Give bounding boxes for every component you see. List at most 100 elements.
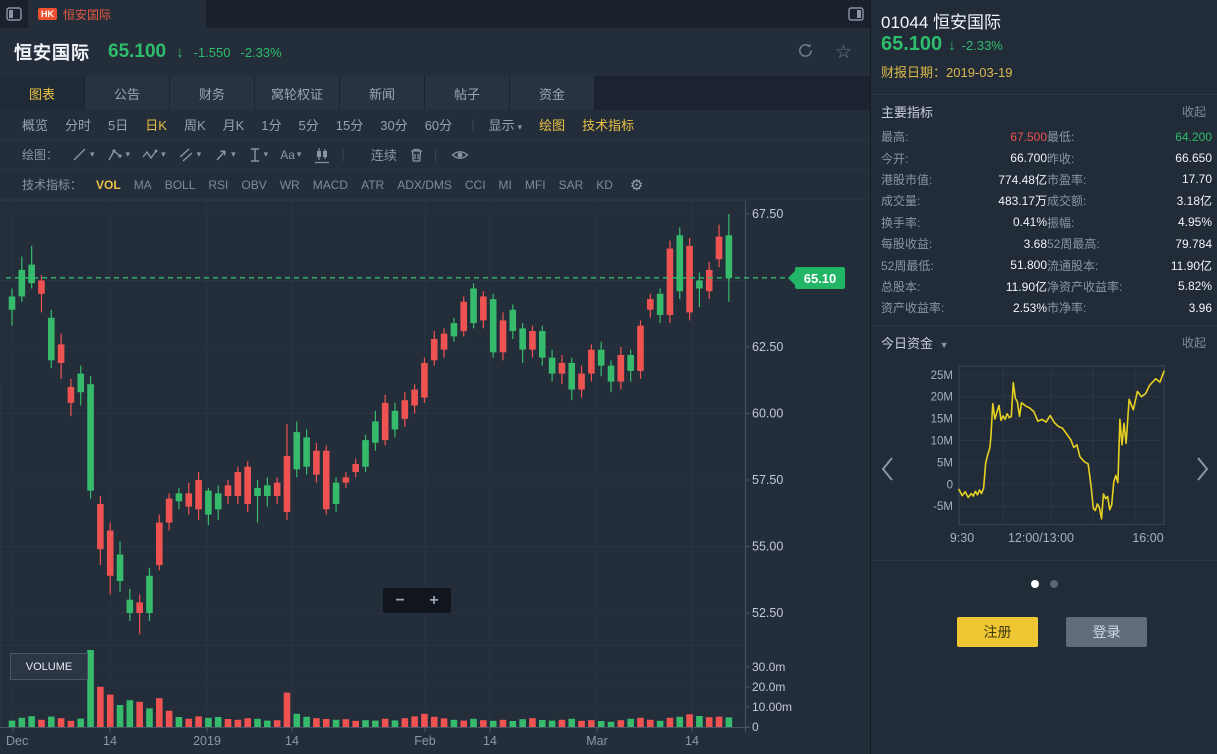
fund-section-header: 今日资金 ▼ 收起: [871, 333, 1217, 352]
timeframe-15分[interactable]: 15分: [335, 118, 364, 133]
indicator-toolbar: 技术指标： VOL MA BOLL RSI OBV WR MACD ATR ADX/DMS CCI…: [0, 170, 870, 200]
indicator-MI[interactable]: MI: [498, 177, 512, 192]
login-button[interactable]: 登录: [1066, 617, 1147, 647]
stat-value: 17.70: [1181, 172, 1212, 187]
wave-tool-icon[interactable]: ▾: [142, 147, 166, 163]
indicator-RSI[interactable]: RSI: [208, 177, 229, 192]
candle-pattern-tool-icon[interactable]: [313, 146, 331, 164]
section-tab-财务[interactable]: 财务: [170, 76, 254, 110]
svg-text:16:00: 16:00: [1132, 531, 1163, 545]
indicator-WR[interactable]: WR: [279, 177, 300, 192]
svg-text:14: 14: [685, 734, 699, 748]
sidebar-toggle-icon[interactable]: [0, 0, 28, 28]
register-button[interactable]: 注册: [957, 617, 1038, 647]
right-price: 65.100: [881, 33, 943, 55]
section-tab-资金[interactable]: 资金: [510, 76, 594, 110]
font-tool-icon[interactable]: Aa ▾: [280, 147, 302, 162]
indicator-toggle-button[interactable]: 技术指标: [582, 118, 635, 133]
svg-text:0: 0: [752, 720, 759, 734]
timeframe-1分[interactable]: 1分: [261, 118, 282, 133]
timeframe-分时[interactable]: 分时: [65, 118, 92, 133]
indicator-CCI[interactable]: CCI: [464, 177, 486, 192]
stock-price: 65.100: [108, 41, 167, 62]
svg-text:52.50: 52.50: [752, 606, 783, 620]
indicator-VOL[interactable]: VOL: [96, 177, 121, 192]
stat-value: 64.200: [1175, 129, 1212, 144]
draw-toggle-button[interactable]: 绘图: [539, 118, 566, 133]
display-dropdown[interactable]: 显示 ▾: [488, 118, 523, 133]
favorite-star-icon[interactable]: ☆: [834, 41, 852, 63]
svg-text:67.50: 67.50: [752, 207, 783, 221]
timeframe-60分[interactable]: 60分: [424, 118, 453, 133]
next-page-chevron-icon[interactable]: [1196, 456, 1209, 487]
trash-icon[interactable]: [409, 147, 424, 163]
stat-value: 79.784: [1175, 236, 1212, 251]
svg-text:Feb: Feb: [414, 734, 436, 748]
text-cursor-tool-icon[interactable]: ▾: [248, 147, 268, 163]
polyline-tool-icon[interactable]: ▾: [107, 147, 130, 163]
timeframe-items: 概览 分时 5日 日K 周K 月K 1分 5分 15分 30分 60分: [22, 115, 469, 134]
continuous-draw-button[interactable]: 连续: [370, 148, 397, 163]
svg-text:0: 0: [947, 479, 953, 491]
indicator-SAR[interactable]: SAR: [558, 177, 584, 192]
section-tab-窝轮权证[interactable]: 窝轮权证: [255, 76, 339, 110]
stat-value: 67.500: [1010, 129, 1047, 144]
indicator-MACD[interactable]: MACD: [312, 177, 349, 192]
kline-chart[interactable]: 67.50 62.50 60.00 57.50 55.00 52.50 30.0m 20.0m…: [0, 200, 870, 754]
svg-text:20.0m: 20.0m: [752, 680, 785, 694]
stat-label: 资产收益率:: [881, 301, 945, 316]
indicator-BOLL[interactable]: BOLL: [164, 177, 196, 192]
last-price-tag: 65.10: [788, 267, 845, 289]
timeframe-30分[interactable]: 30分: [380, 118, 408, 133]
collapse-right-panel-icon[interactable]: [842, 0, 870, 28]
svg-text:12:00/13:00: 12:00/13:00: [1008, 531, 1074, 545]
indicator-ATR[interactable]: ATR: [361, 177, 385, 192]
arrow-tool-icon[interactable]: ▾: [213, 147, 236, 163]
fund-section-title[interactable]: 今日资金 ▼: [881, 336, 949, 351]
stat-label: 流通股本:: [1047, 258, 1099, 273]
indicator-KD[interactable]: KD: [596, 177, 613, 192]
timeframe-月K[interactable]: 月K: [222, 118, 245, 133]
timeframe-5分[interactable]: 5分: [298, 118, 319, 133]
indicator-MA[interactable]: MA: [133, 177, 152, 192]
key-stats-table: 最高: 67.500 最低: 64.200 今开: 66.700 昨收: 66.650 港股市值…: [881, 126, 1212, 319]
refresh-icon[interactable]: [796, 41, 815, 64]
stat-value: 3.18亿: [1176, 194, 1212, 209]
svg-text:14: 14: [103, 734, 117, 748]
prev-page-chevron-icon[interactable]: [881, 456, 894, 487]
channel-tool-icon[interactable]: ▾: [178, 147, 201, 163]
section-tab-新闻[interactable]: 新闻: [340, 76, 424, 110]
zoom-in-button[interactable]: +: [429, 591, 439, 609]
trend-line-tool-icon[interactable]: ▾: [72, 147, 95, 163]
visibility-eye-icon[interactable]: [451, 148, 469, 162]
price-change-pct: -2.33%: [240, 44, 282, 60]
stat-label: 换手率:: [881, 215, 921, 230]
indicator-OBV[interactable]: OBV: [241, 177, 267, 192]
pagination-dot-1[interactable]: [1031, 580, 1039, 588]
svg-text:-5M: -5M: [933, 501, 953, 513]
timeframe-周K[interactable]: 周K: [183, 118, 206, 133]
collapse-link[interactable]: 收起: [1181, 336, 1206, 350]
timeframe-日K[interactable]: 日K: [145, 118, 167, 133]
stock-document-tab[interactable]: HK 恒安国际: [28, 0, 206, 28]
earnings-report-date: 财报日期：2019-03-19: [881, 65, 1013, 80]
gear-icon[interactable]: ⚙: [629, 176, 644, 194]
volume-pane-label: VOLUME: [10, 653, 88, 680]
pagination-dot-2[interactable]: [1050, 580, 1058, 588]
divider: [871, 94, 1217, 95]
section-tab-公告[interactable]: 公告: [85, 76, 169, 110]
collapse-link[interactable]: 收起: [1181, 105, 1206, 119]
zoom-out-button[interactable]: −: [395, 591, 405, 609]
pagination-dots: [871, 580, 1217, 588]
indicator-MFI[interactable]: MFI: [524, 177, 546, 192]
indicator-ADX/DMS[interactable]: ADX/DMS: [397, 177, 452, 192]
section-tab-帖子[interactable]: 帖子: [425, 76, 509, 110]
svg-text:20M: 20M: [931, 392, 953, 404]
timeframe-5日[interactable]: 5日: [108, 118, 129, 133]
stat-value: 4.95%: [1177, 215, 1212, 230]
svg-text:55.00: 55.00: [752, 540, 783, 554]
timeframe-概览[interactable]: 概览: [22, 118, 49, 133]
section-tab-图表[interactable]: 图表: [0, 76, 84, 110]
stat-value: 66.700: [1010, 151, 1047, 166]
